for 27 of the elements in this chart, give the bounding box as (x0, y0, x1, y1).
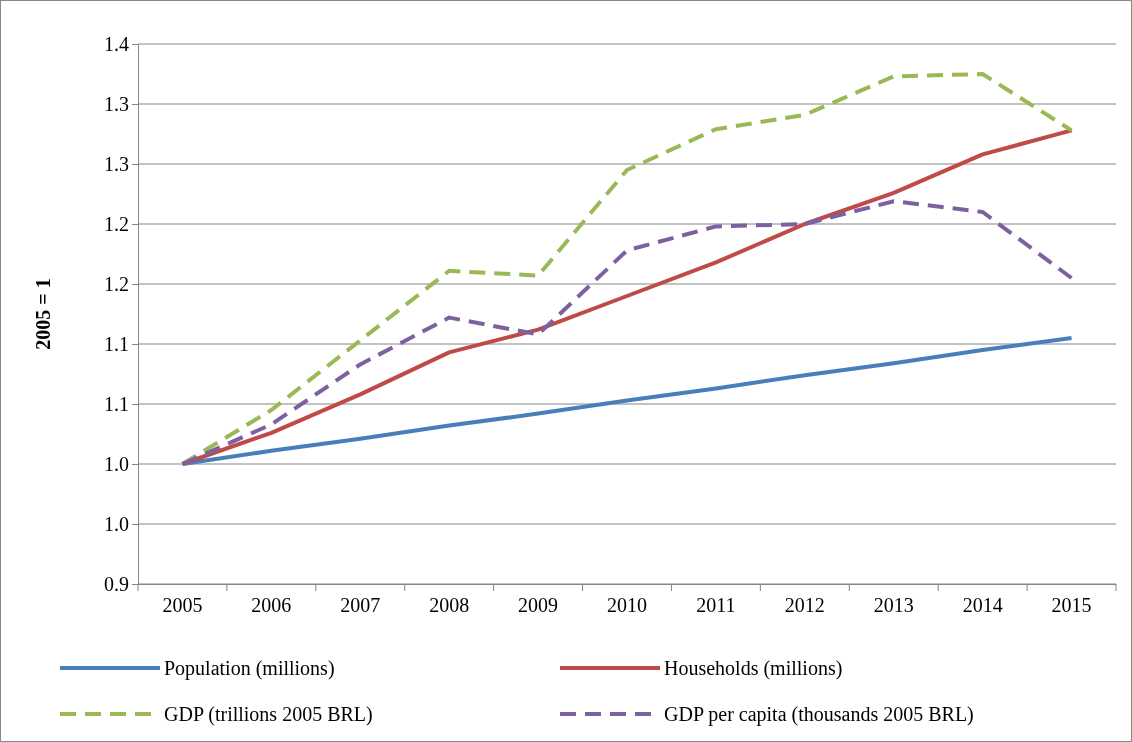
legend-label: Population (millions) (164, 657, 335, 680)
x-tick-label: 2011 (696, 594, 736, 617)
x-tick-label: 2006 (251, 594, 292, 617)
y-tick-label: 1.1 (104, 332, 129, 355)
y-tick-label: 1.0 (104, 512, 129, 535)
y-tick-label: 1.4 (104, 32, 129, 55)
y-tick-label: 1.3 (104, 92, 129, 115)
x-tick-label: 2010 (607, 594, 647, 617)
x-tick-label: 2007 (340, 594, 381, 617)
x-tick-label: 2005 (162, 594, 203, 617)
y-tick-label: 0.9 (104, 572, 129, 595)
legend-label: GDP (trillions 2005 BRL) (164, 703, 373, 726)
x-tick-label: 2008 (429, 594, 470, 617)
y-tick-label: 1.1 (104, 392, 129, 415)
legend-label: GDP per capita (thousands 2005 BRL) (664, 703, 974, 726)
x-tick-label: 2013 (873, 594, 914, 617)
x-tick-label: 2012 (784, 594, 825, 617)
line-series (180, 199, 1074, 466)
y-tick-label: 1.3 (104, 152, 129, 175)
x-tick-label: 2009 (518, 594, 559, 617)
y-tick-label: 1.0 (104, 452, 129, 475)
x-tick-label: 2014 (962, 594, 1003, 617)
legend-label: Households (millions) (664, 657, 843, 680)
x-tick-label: 2015 (1051, 594, 1092, 617)
y-axis-title: 2005 = 1 (32, 278, 54, 350)
y-tick-label: 1.2 (104, 272, 129, 295)
y-tick-label: 1.2 (104, 212, 129, 235)
